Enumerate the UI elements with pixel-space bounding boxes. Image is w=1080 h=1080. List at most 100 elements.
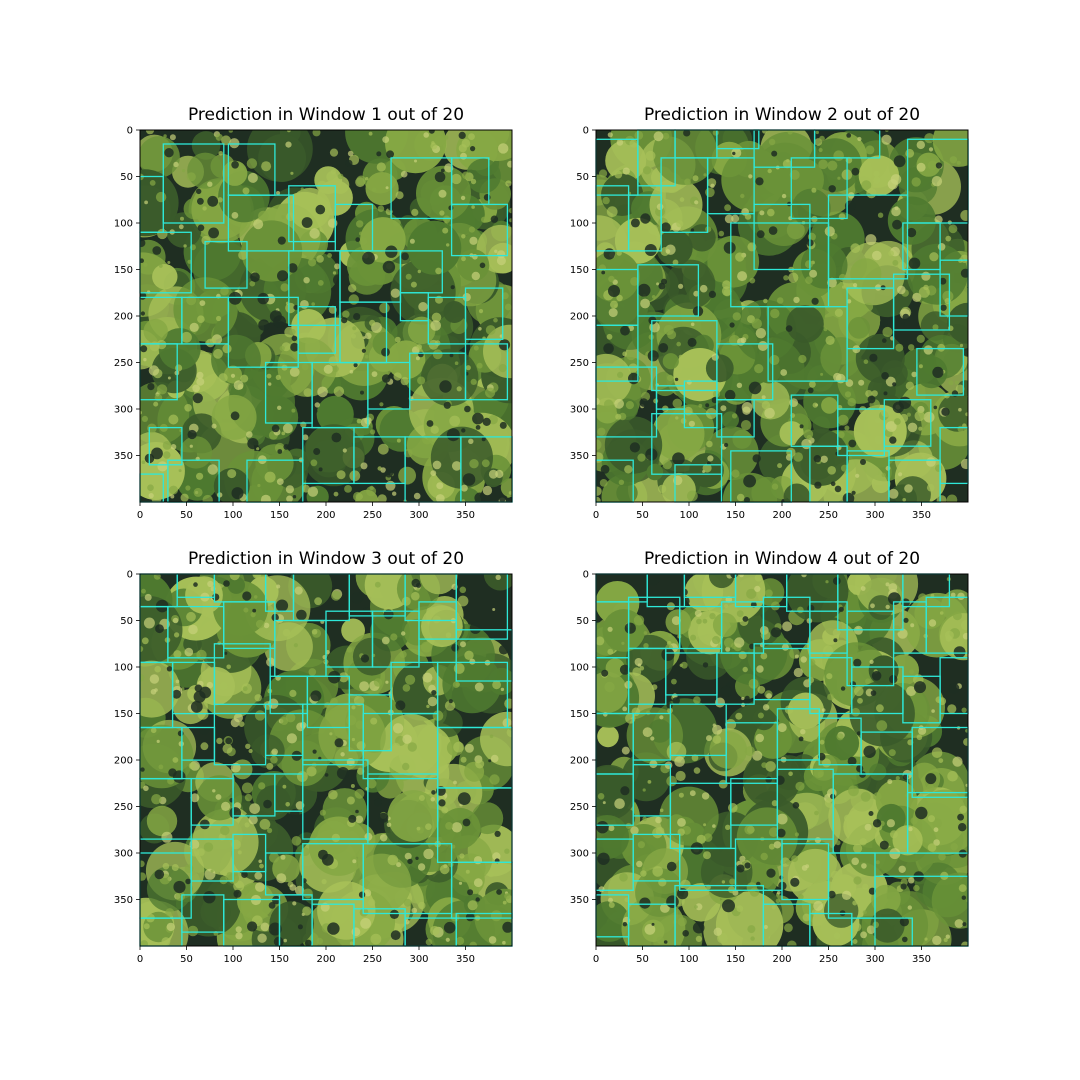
aerial-image [596,574,968,946]
y-tick-label: 200 [570,756,589,767]
y-tick-label: 350 [570,451,589,462]
panel-title: Prediction in Window 4 out of 20 [643,549,921,569]
bounding-box [348,694,392,752]
plot-area: 0 50 100 150 200 250 300 350 0 50 100 150 200 250 300 3… [570,570,969,965]
y-tick-label: 50 [576,172,589,183]
y-tick-label: 150 [570,709,589,720]
y-tick-label: 250 [570,358,589,369]
panel-title: Prediction in Window 3 out of 20 [187,549,465,569]
x-tick-label: 0 [593,510,599,521]
bounding-box [790,157,848,220]
y-tick-label: 0 [127,126,133,137]
y-tick-label: 250 [114,802,133,813]
x-tick-label: 100 [223,954,242,965]
x-tick-label: 200 [316,510,335,521]
bounding-box [148,426,183,466]
x-tick-label: 100 [223,510,242,521]
panel-title: Prediction in Window 1 out of 20 [187,105,465,125]
y-tick-label: 0 [583,126,589,137]
panel-window-3: Prediction in Window 3 out of 20 0 50 100 1… [114,549,513,969]
x-tick-label: 50 [636,510,649,521]
bounding-box [902,222,941,271]
y-tick-label: 100 [114,663,133,674]
y-tick-label: 100 [114,219,133,230]
y-tick-label: 200 [114,756,133,767]
y-tick-label: 150 [114,709,133,720]
panel-window-2: Prediction in Window 2 out of 20 0 50 100 1… [570,105,969,525]
prediction-boxes [139,143,513,503]
aerial-image [596,130,968,502]
x-tick-label: 300 [865,510,884,521]
bounding-box [753,203,811,271]
bounding-box [227,194,295,252]
x-tick-label: 300 [409,954,428,965]
y-tick-label: 300 [570,405,589,416]
y-tick-label: 50 [576,616,589,627]
x-tick-label: 150 [726,510,745,521]
bounding-box [464,287,504,340]
aerial-image [140,574,512,946]
bounding-box [827,194,909,280]
bounding-box [418,601,457,640]
bounding-box [204,240,248,289]
x-tick-label: 50 [636,954,649,965]
x-tick-label: 200 [772,954,791,965]
y-tick-label: 300 [114,405,133,416]
bounding-box [892,273,951,331]
x-tick-label: 250 [363,510,382,521]
y-tick-label: 250 [114,358,133,369]
x-tick-label: 350 [912,510,931,521]
bounding-box [213,643,271,705]
y-tick-label: 0 [583,570,589,581]
x-tick-label: 250 [363,954,382,965]
y-tick-label: 150 [570,265,589,276]
y-tick-label: 200 [570,312,589,323]
x-tick-label: 100 [679,954,698,965]
x-tick-label: 0 [137,510,143,521]
bounding-box [706,157,755,215]
bounding-box [916,347,965,396]
x-tick-label: 250 [819,954,838,965]
bounding-box [883,399,932,447]
panel-window-4: Prediction in Window 4 out of 20 0 50 100 1… [570,549,969,969]
bounding-box [892,601,927,654]
bounding-box [716,399,755,438]
y-tick-label: 0 [127,570,133,581]
panel-window-1: Prediction in Window 1 out of 20 0 50 100 1… [114,105,513,525]
bounding-box [637,264,700,317]
y-tick-label: 350 [114,895,133,906]
plot-area: 0 50 100 150 200 250 300 350 0 50 100 150 200 250 300 3… [570,126,969,521]
x-tick-label: 150 [270,954,289,965]
bounding-box [464,343,509,401]
bounding-box [450,203,509,257]
y-tick-label: 300 [114,849,133,860]
x-tick-label: 150 [270,510,289,521]
y-tick-label: 200 [114,312,133,323]
aerial-image [140,130,512,502]
y-tick-label: 100 [570,663,589,674]
bounding-box [651,413,723,475]
x-tick-label: 300 [409,510,428,521]
y-tick-label: 300 [570,849,589,860]
plot-area: 0 50 100 150 200 250 300 350 0 50 100 150 200 250 300 3… [114,126,513,521]
x-tick-label: 300 [865,954,884,965]
x-tick-label: 350 [912,954,931,965]
x-tick-label: 0 [593,954,599,965]
x-tick-label: 350 [456,954,475,965]
x-tick-label: 50 [180,510,193,521]
x-tick-label: 350 [456,510,475,521]
y-tick-label: 150 [114,265,133,276]
x-tick-label: 250 [819,510,838,521]
y-tick-label: 50 [120,172,133,183]
x-tick-label: 150 [726,954,745,965]
y-tick-label: 250 [570,802,589,813]
x-tick-label: 200 [772,510,791,521]
y-tick-label: 350 [114,451,133,462]
x-tick-label: 50 [180,954,193,965]
x-tick-label: 200 [316,954,335,965]
plot-area: 0 50 100 150 200 250 300 350 0 50 100 150 200 250 300 3… [114,570,513,965]
x-tick-label: 100 [679,510,698,521]
y-tick-label: 350 [570,895,589,906]
panel-title: Prediction in Window 2 out of 20 [643,105,921,125]
y-tick-label: 100 [570,219,589,230]
